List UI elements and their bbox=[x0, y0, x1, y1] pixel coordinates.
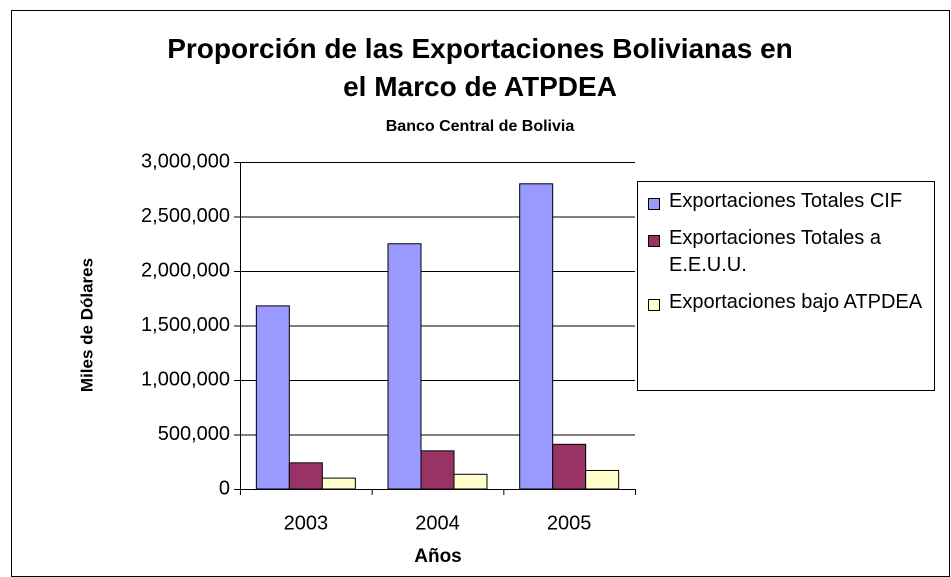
x-axis-label: Años bbox=[414, 546, 462, 567]
legend-label: Exportaciones bajo ATPDEA bbox=[669, 291, 923, 313]
legend-swatch bbox=[648, 235, 660, 247]
y-tick-label: 1,000,000 bbox=[141, 368, 230, 390]
legend-entry: Exportaciones bajo ATPDEA bbox=[638, 289, 934, 316]
legend-swatch bbox=[648, 299, 660, 311]
y-tick-label: 500,000 bbox=[158, 423, 230, 445]
chart-subtitle: Banco Central de Bolivia bbox=[385, 118, 575, 135]
y-tick-label: 3,000,000 bbox=[141, 150, 230, 172]
legend-label: Exportaciones Totales CIF bbox=[669, 190, 903, 212]
chart-title: Proporción de las Exportaciones Bolivian… bbox=[167, 33, 793, 102]
legend-label: Exportaciones Totales a E.E.U.U. bbox=[669, 227, 881, 276]
y-tick-label: 0 bbox=[219, 477, 230, 499]
bar bbox=[387, 243, 422, 490]
bar bbox=[255, 305, 290, 490]
x-tick-label: 2004 bbox=[415, 512, 460, 534]
y-axis-label: Miles de Dólares bbox=[77, 258, 96, 392]
legend-entry: Exportaciones Totales CIF bbox=[638, 188, 934, 215]
x-tick-label: 2003 bbox=[284, 512, 329, 534]
bar bbox=[420, 450, 455, 490]
x-tick-label: 2005 bbox=[547, 512, 592, 534]
bar bbox=[288, 462, 323, 490]
bar bbox=[552, 443, 587, 490]
legend-swatch bbox=[648, 198, 660, 210]
legend-entry: Exportaciones Totales a E.E.U.U. bbox=[638, 225, 934, 279]
bar bbox=[453, 473, 488, 490]
y-tick-label: 1,500,000 bbox=[141, 314, 230, 336]
y-tick-label: 2,000,000 bbox=[141, 259, 230, 281]
bar bbox=[519, 183, 554, 490]
legend: Exportaciones Totales CIF Exportaciones T… bbox=[637, 181, 935, 391]
y-tick-label: 2,500,000 bbox=[141, 205, 230, 227]
bar bbox=[321, 477, 356, 490]
bar bbox=[585, 469, 620, 490]
